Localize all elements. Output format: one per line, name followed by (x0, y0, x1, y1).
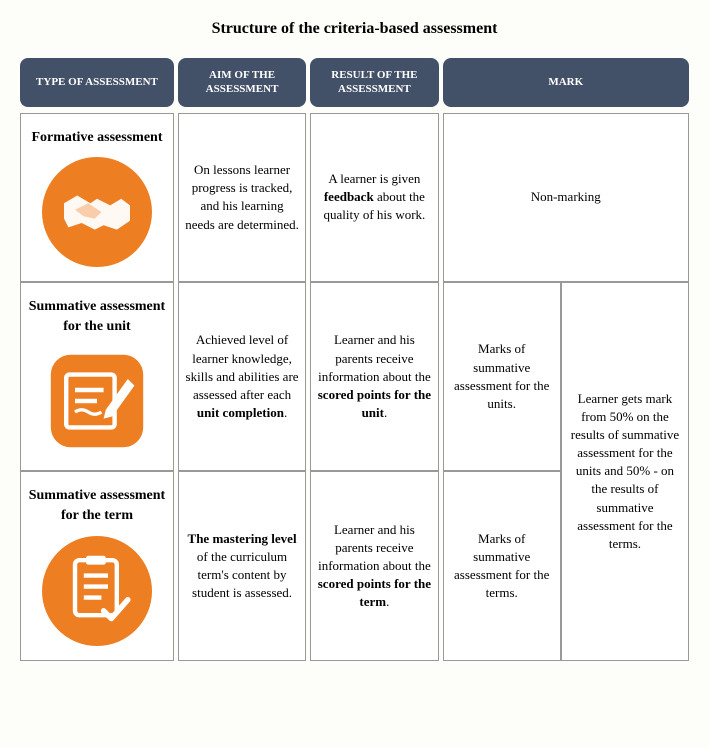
cell-mark-unit: Marks of summative assessment for the un… (443, 282, 561, 471)
cell-mark-term: Marks of summative assessment for the te… (443, 471, 561, 660)
cell-result-unit: Learner and his parents receive informat… (310, 282, 438, 471)
label-unit: Summative assessment for the unit (27, 297, 167, 336)
cell-mark-merged: Learner gets mark from 50% on the result… (561, 282, 689, 660)
cell-type-term: Summative assessment for the term (20, 471, 174, 660)
assessment-table: TYPE OF ASSESSMENT AIM OF THE ASSESSMENT… (20, 58, 689, 661)
document-pen-icon (42, 346, 152, 456)
checklist-icon (42, 536, 152, 646)
header-mark: MARK (443, 58, 690, 107)
cell-type-unit: Summative assessment for the unit (20, 282, 174, 471)
cell-aim-term: The mastering level of the curriculum te… (178, 471, 306, 660)
cell-result-formative: A learner is given feedback about the qu… (310, 113, 438, 283)
cell-aim-formative: On lessons learner progress is tracked, … (178, 113, 306, 283)
cell-mark-formative: Non-marking (443, 113, 690, 283)
handshake-icon (42, 157, 152, 267)
cell-result-term: Learner and his parents receive informat… (310, 471, 438, 660)
label-term: Summative assessment for the term (27, 486, 167, 525)
cell-aim-unit: Achieved level of learner knowledge, ski… (178, 282, 306, 471)
header-aim: AIM OF THE ASSESSMENT (178, 58, 306, 107)
header-result: RESULT OF THE ASSESSMENT (310, 58, 438, 107)
page-title: Structure of the criteria-based assessme… (20, 20, 689, 38)
header-type: TYPE OF ASSESSMENT (20, 58, 174, 107)
row-formative: Formative assessment On lessons learner … (20, 113, 689, 283)
row-unit: Summative assessment for the unit Achiev… (20, 282, 689, 471)
header-row: TYPE OF ASSESSMENT AIM OF THE ASSESSMENT… (20, 58, 689, 107)
label-formative: Formative assessment (27, 128, 167, 148)
cell-type-formative: Formative assessment (20, 113, 174, 283)
